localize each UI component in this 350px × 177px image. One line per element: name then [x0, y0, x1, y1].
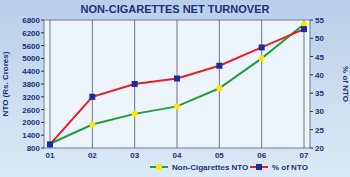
y2-tick [310, 129, 313, 130]
y-tick [41, 135, 44, 136]
y-tick [41, 20, 44, 21]
grid-line [177, 20, 178, 148]
y-tick [41, 96, 44, 97]
y2-tick-label: 50 [315, 34, 324, 43]
x-tick-label: 02 [88, 151, 97, 160]
y-tick [41, 109, 44, 110]
y2-tick [310, 74, 313, 75]
y-tick-label: 3200 [22, 93, 40, 102]
x-tick-label: 05 [215, 151, 224, 160]
y-tick-label: 2000 [22, 118, 40, 127]
x-tick-label: 03 [130, 151, 139, 160]
x-tick-label: 01 [46, 151, 55, 160]
series-line [50, 24, 304, 143]
grid-line [50, 20, 51, 148]
legend-marker [156, 164, 162, 170]
grid-line [219, 20, 220, 148]
y2-tick-label: 30 [315, 107, 324, 116]
marker [259, 55, 265, 61]
y-tick [41, 71, 44, 72]
y-tick-label: 5600 [22, 42, 40, 51]
x-tick-label: 06 [257, 151, 266, 160]
y-tick-label: 3800 [22, 80, 40, 89]
y-tick [41, 32, 44, 33]
y2-axis-label: % of NTO [341, 66, 350, 102]
background [0, 0, 350, 177]
marker [216, 63, 222, 69]
y-tick-label: 2600 [22, 106, 40, 115]
marker [259, 44, 265, 50]
marker [47, 141, 53, 147]
marker [216, 85, 222, 91]
y2-tick [310, 93, 313, 94]
y2-tick [310, 20, 313, 21]
y-tick-label: 6200 [22, 29, 40, 38]
y2-tick-label: 25 [315, 126, 324, 135]
y2-tick-label: 20 [315, 144, 324, 153]
y-tick-label: 1400 [22, 131, 40, 140]
y2-tick [310, 56, 313, 57]
title: NON-CIGARETTES NET TURNOVER [81, 3, 270, 15]
y-tick [41, 84, 44, 85]
chart: NON-CIGARETTES NET TURNOVER 800 1400 2000 26… [0, 0, 350, 177]
legend-label: % of NTO [272, 163, 308, 172]
marker [47, 141, 53, 147]
marker [89, 122, 95, 128]
y2-tick-label: 45 [315, 53, 324, 62]
y2-tick-label: 35 [315, 89, 324, 98]
y2-tick-label: 55 [315, 16, 324, 25]
marker [174, 76, 180, 82]
grid-line [261, 20, 262, 148]
y2-tick [310, 148, 313, 149]
y-tick-label: 6800 [22, 16, 40, 25]
marker [132, 81, 138, 87]
marker [174, 103, 180, 109]
y-tick [41, 122, 44, 123]
y-tick [41, 148, 44, 149]
plot-area [44, 20, 310, 148]
series-line [50, 29, 304, 144]
x-tick-label: 04 [173, 151, 182, 160]
marker [301, 26, 307, 32]
y-tick-label: 4400 [22, 67, 40, 76]
grid-line [304, 20, 305, 148]
y2-tick [310, 38, 313, 39]
y-tick-label: 5000 [22, 54, 40, 63]
marker [132, 111, 138, 117]
y2-tick [310, 111, 313, 112]
y-tick [41, 58, 44, 59]
y-axis-label: NTO (Rs. Crores) [1, 51, 10, 116]
legend-marker [256, 164, 262, 170]
grid-line [92, 20, 93, 148]
marker [89, 94, 95, 100]
y2-tick-label: 40 [315, 71, 324, 80]
x-tick-label: 07 [300, 151, 309, 160]
series-group [47, 21, 307, 147]
y-tick-label: 800 [27, 144, 41, 153]
legend-label: Non-Cigarettes NTO [172, 163, 248, 172]
y-tick [41, 45, 44, 46]
